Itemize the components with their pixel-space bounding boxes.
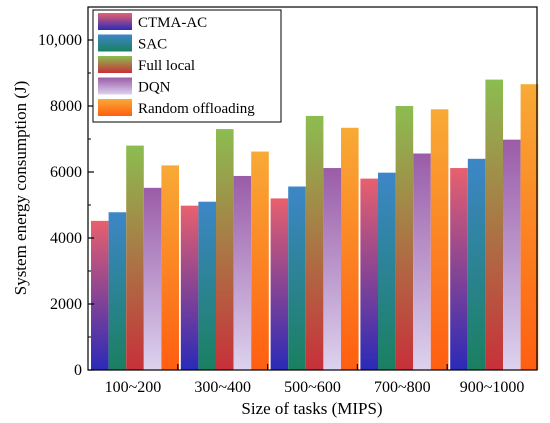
bar-dqn-1 [233, 175, 252, 370]
y-axis: 0 2000 4000 6000 8000 10,000 [38, 32, 94, 379]
legend-swatch [98, 56, 132, 73]
legend-label: Random offloading [138, 101, 255, 117]
x-tick-label: 700~800 [374, 379, 431, 396]
bar-sac-4 [467, 158, 486, 370]
bars-layer [91, 79, 539, 371]
x-tick-label: 500~600 [284, 379, 341, 396]
y-tick-label: 8000 [50, 98, 82, 115]
legend-label: CTMA-AC [138, 15, 207, 31]
legend-swatch [98, 77, 132, 95]
x-axis-title: Size of tasks (MIPS) [241, 399, 382, 418]
x-tick-label: 100~200 [105, 379, 162, 396]
legend-label: Full local [138, 58, 195, 74]
y-axis-title: System energy consumption (J) [11, 81, 30, 296]
y-tick-label: 10,000 [38, 32, 82, 49]
bar-sac-3 [378, 172, 396, 370]
bar-random-offloading-0 [161, 165, 179, 370]
bar-random-offloading-4 [520, 84, 539, 370]
bar-ctma-ac-1 [180, 205, 199, 370]
bar-sac-0 [108, 212, 127, 370]
legend-swatch [98, 13, 132, 30]
bar-full-local-0 [126, 145, 144, 370]
y-tick-label: 0 [74, 362, 82, 379]
x-axis: 100~200 300~400 500~600 700~800 900~1000 [105, 364, 525, 396]
bar-full-local-2 [305, 115, 324, 371]
y-tick-label: 2000 [50, 296, 82, 313]
legend-swatch [98, 99, 132, 116]
bar-random-offloading-1 [251, 151, 269, 370]
bar-dqn-3 [413, 153, 431, 370]
x-tick-label: 300~400 [194, 379, 251, 396]
bar-ctma-ac-0 [91, 220, 109, 370]
y-tick-label: 4000 [50, 230, 82, 247]
bar-sac-2 [288, 186, 306, 370]
bar-random-offloading-3 [430, 109, 449, 371]
bar-ctma-ac-2 [270, 198, 289, 370]
legend-label: SAC [138, 37, 167, 53]
bar-dqn-4 [503, 139, 521, 370]
bar-ctma-ac-4 [450, 168, 468, 370]
bar-dqn-2 [323, 168, 341, 370]
y-tick-label: 6000 [50, 164, 82, 181]
bar-random-offloading-2 [341, 127, 359, 370]
bar-sac-1 [198, 201, 216, 370]
bar-full-local-1 [216, 129, 234, 370]
x-tick-label: 900~1000 [460, 379, 525, 396]
plot-area-frame [87, 6, 538, 371]
legend-label: DQN [138, 80, 171, 96]
legend: CTMA-AC SAC Full local DQN Random offloading [92, 9, 282, 123]
bar-full-local-4 [485, 79, 503, 370]
bar-full-local-3 [395, 106, 414, 370]
legend-swatch [98, 34, 132, 52]
bar-dqn-0 [143, 187, 162, 370]
bar-ctma-ac-3 [360, 178, 378, 370]
